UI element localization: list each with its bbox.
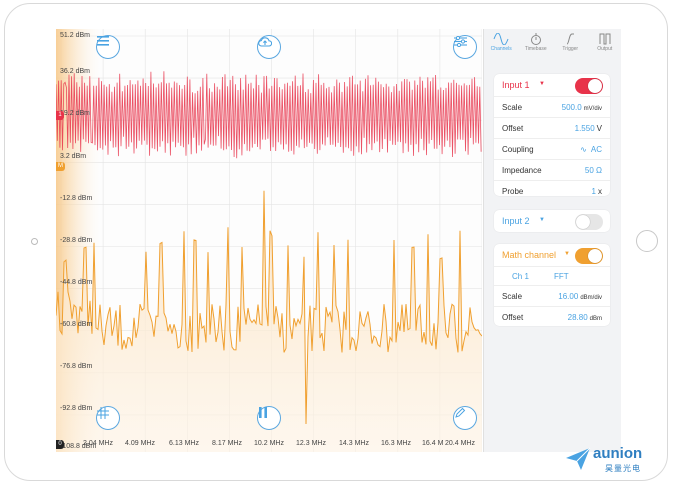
brand-name: aunion <box>593 445 643 462</box>
trigger-icon <box>566 33 575 45</box>
chevron-down-icon: ▼ <box>539 81 545 87</box>
x-axis-label: 6.13 MHz <box>169 440 199 447</box>
oscilloscope-plot[interactable]: 51.2 dBm 36.2 dBm 19.2 dBm 3.2 dBm -12.8… <box>56 29 482 452</box>
ac-wave-icon: ∿ <box>580 145 587 154</box>
input1-coupling-value: AC <box>590 145 602 154</box>
y-axis-label: 36.2 dBm <box>60 68 90 75</box>
input1-toggle[interactable] <box>575 78 603 94</box>
menu-button[interactable] <box>96 35 120 59</box>
grid-toggle-button[interactable] <box>96 406 120 430</box>
input1-offset-row[interactable]: Offset 1.550 V <box>494 118 610 139</box>
input1-title: Input 1 <box>502 80 530 90</box>
chevron-down-icon: ▼ <box>564 251 570 257</box>
math-source-select[interactable]: Ch 1 <box>512 272 529 281</box>
input1-impedance-row[interactable]: Impedance 50 Ω <box>494 160 610 181</box>
tab-output[interactable]: Output <box>588 29 622 61</box>
input1-signal-trace <box>56 71 482 159</box>
paper-plane-icon <box>566 447 591 470</box>
pause-icon <box>259 407 267 418</box>
fft-area-fill <box>56 190 482 452</box>
brand-tagline: 昊量光电 <box>605 464 641 473</box>
panel-tabs: Channels Timebase Trigger Output <box>484 29 621 61</box>
math-card: Math channel ▼ Ch 1 FFT Scale 16.00 dBm/d… <box>494 244 610 326</box>
tab-label: Output <box>597 46 613 52</box>
x-axis-label: 2.04 MHz <box>83 440 113 447</box>
input2-title: Input 2 <box>502 216 530 226</box>
tab-timebase[interactable]: Timebase <box>519 29 554 61</box>
pulse-output-icon <box>599 33 611 45</box>
input1-coupling-row[interactable]: Coupling ∿ AC <box>494 139 610 160</box>
menu-icon <box>97 36 109 46</box>
x-axis-label: 16.4 M <box>422 440 444 447</box>
math-function-row: Ch 1 FFT <box>494 267 610 286</box>
input1-offset-marker[interactable]: 1 <box>56 111 64 120</box>
app-screen: 51.2 dBm 36.2 dBm 19.2 dBm 3.2 dBm -12.8… <box>56 29 621 452</box>
tab-trigger[interactable]: Trigger <box>553 29 588 61</box>
math-fft-trace <box>56 190 482 425</box>
y-axis-label: 51.2 dBm <box>60 32 90 39</box>
cloud-upload-icon <box>258 37 272 47</box>
trigger-zero-marker[interactable]: 0 <box>56 440 64 449</box>
math-toggle[interactable] <box>575 248 603 264</box>
cloud-upload-button[interactable] <box>257 35 281 59</box>
y-axis-label: -92.8 dBm <box>60 405 93 412</box>
math-header[interactable]: Math channel ▼ <box>494 244 610 267</box>
x-axis-label: 20.4 MHz <box>445 440 475 447</box>
tab-label: Channels <box>490 46 512 52</box>
input1-scale-row[interactable]: Scale 500.0 mV/div <box>494 97 610 118</box>
sine-wave-icon <box>493 33 509 45</box>
math-scale-row[interactable]: Scale 16.00 dBm/div <box>494 286 610 307</box>
tab-channels[interactable]: Channels <box>484 29 519 61</box>
chevron-down-icon: ▼ <box>539 217 545 223</box>
brand-logo: aunion 昊量光电 <box>565 444 665 476</box>
input1-offset-value: 1.550 <box>574 124 595 133</box>
front-camera <box>31 238 38 245</box>
input1-header[interactable]: Input 1 ▼ <box>494 74 610 97</box>
x-axis-label: 16.3 MHz <box>381 440 411 447</box>
tab-label: Trigger <box>562 46 579 52</box>
y-axis-label: -12.8 dBm <box>60 195 93 202</box>
math-offset-row[interactable]: Offset 28.80 dBm <box>502 313 602 322</box>
input2-toggle[interactable] <box>575 214 603 230</box>
y-axis-label: -108.8 dBm <box>60 443 97 450</box>
math-scale-value: 16.00 <box>558 292 579 301</box>
tab-label: Timebase <box>524 46 547 52</box>
control-panel: Channels Timebase Trigger Output Input 1… <box>483 29 621 452</box>
input1-scale-value: 500.0 <box>561 103 582 112</box>
plot-canvas <box>56 29 482 452</box>
stopwatch-icon <box>530 33 541 45</box>
input1-impedance-value: 50 Ω <box>584 166 602 175</box>
input1-probe-value: 1 <box>591 187 596 196</box>
y-axis-label: 19.2 dBm <box>60 110 90 117</box>
input1-card: Input 1 ▼ Scale 500.0 mV/div Offset 1.550… <box>494 74 610 196</box>
y-axis-label: -76.8 dBm <box>60 363 93 370</box>
input2-card[interactable]: Input 2 ▼ <box>494 210 610 232</box>
y-axis-label: 3.2 dBm <box>60 153 87 160</box>
x-axis-label: 8.17 MHz <box>212 440 242 447</box>
y-axis-label: -44.8 dBm <box>60 279 93 286</box>
math-function-select[interactable]: FFT <box>554 272 569 281</box>
pause-button[interactable] <box>257 406 281 430</box>
math-title: Math channel <box>502 250 557 260</box>
y-axis-label: -28.8 dBm <box>60 237 93 244</box>
x-axis-label: 4.09 MHz <box>125 440 155 447</box>
x-axis-label: 10.2 MHz <box>254 440 284 447</box>
sliders-icon <box>454 36 467 47</box>
y-axis-label: -60.8 dBm <box>60 321 93 328</box>
home-button[interactable] <box>636 230 658 252</box>
adjustments-button[interactable] <box>453 35 477 59</box>
pencil-icon <box>455 407 466 418</box>
math-offset-marker[interactable]: M <box>56 162 65 171</box>
annotate-button[interactable] <box>453 406 477 430</box>
x-axis-label: 14.3 MHz <box>339 440 369 447</box>
x-axis-label: 12.3 MHz <box>296 440 326 447</box>
grid-icon <box>97 407 109 419</box>
math-offset-value: 28.80 <box>567 313 588 322</box>
